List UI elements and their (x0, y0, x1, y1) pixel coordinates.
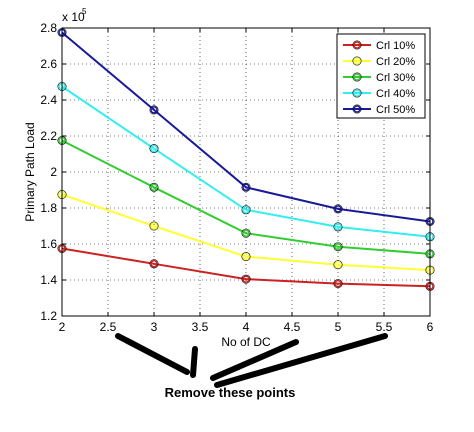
series-line (61, 247, 431, 288)
legend-label: Crl 10% (376, 40, 415, 52)
legend-label: Crl 50% (376, 104, 415, 116)
data-point (334, 205, 342, 213)
y-exponent-power: 5 (82, 7, 87, 16)
annotation-stroke (190, 346, 198, 378)
x-tick-label: 2.5 (100, 320, 117, 334)
series-line (61, 193, 431, 272)
series-lines (61, 31, 431, 288)
data-point-outline (149, 182, 159, 192)
data-point-outline (149, 221, 159, 231)
series-line (61, 139, 431, 255)
x-tick-label: 4.5 (284, 320, 301, 334)
x-tick-label: 2 (59, 320, 66, 334)
data-point (334, 242, 342, 251)
data-point-outline (333, 260, 343, 270)
legend-marker-outline (352, 40, 362, 50)
data-point (334, 223, 342, 231)
legend-marker (353, 57, 361, 65)
data-point-outline (241, 274, 251, 284)
legend-marker-outline (352, 72, 362, 82)
legend-marker (353, 41, 361, 49)
annotation-stroke (214, 333, 388, 388)
y-tick-label: 2.2 (40, 129, 57, 143)
data-point-outline (333, 204, 343, 214)
data-point (242, 252, 250, 261)
y-tick-label: 1.2 (40, 309, 57, 323)
data-point-outline (333, 222, 343, 232)
annotation-text: Remove these points (165, 385, 296, 400)
data-point (242, 229, 250, 237)
y-tick-label: 2 (50, 165, 57, 179)
data-point (242, 183, 250, 192)
series-line (61, 31, 431, 223)
data-point (334, 260, 342, 269)
y-tick-label: 1.6 (40, 237, 57, 251)
data-point (150, 144, 158, 153)
data-point-outline (149, 144, 159, 154)
y-tick-label: 2.6 (40, 57, 57, 71)
data-point-outline (241, 205, 251, 215)
annotation-stroke (115, 333, 190, 375)
x-tick-label: 3.5 (192, 320, 209, 334)
y-exponent-label: x 10 (62, 10, 85, 24)
data-point-outline (241, 182, 251, 192)
x-tick-label: 5.5 (376, 320, 393, 334)
y-tick-label: 2.8 (40, 21, 57, 35)
y-tick-label: 1.8 (40, 201, 57, 215)
series-line (61, 85, 431, 238)
data-point (242, 275, 250, 283)
y-tick-label: 2.4 (40, 93, 57, 107)
y-tick-label: 1.4 (40, 273, 57, 287)
data-point-outline (241, 228, 251, 238)
legend-marker-outline (352, 56, 362, 66)
data-point (150, 222, 158, 230)
x-tick-label: 4 (243, 320, 250, 334)
legend-label: Crl 20% (376, 56, 415, 68)
annotation-stroke (210, 339, 299, 381)
data-point-outline (241, 252, 251, 262)
legend: Crl 10% Crl 20% Crl 30% Crl 40% Crl 50% (336, 33, 426, 119)
annotation-strokes (115, 333, 388, 388)
y-axis-label: Primary Path Load (23, 122, 37, 221)
legend-marker-outline (352, 104, 362, 114)
data-point (334, 279, 342, 288)
data-point (150, 260, 158, 268)
legend-marker (353, 105, 361, 113)
x-axis-ticks: 2 2.5 3 3.5 4 4.5 5 5.5 6 (59, 28, 434, 334)
x-tick-label: 6 (427, 320, 434, 334)
legend-marker (353, 89, 361, 97)
data-point (150, 183, 158, 192)
data-point-outline (333, 242, 343, 252)
data-point-outline (333, 279, 343, 289)
x-tick-label: 5 (335, 320, 342, 334)
legend-marker (353, 73, 361, 81)
x-tick-label: 3 (151, 320, 158, 334)
y-axis-ticks: 1.2 1.4 1.6 1.8 2 2.2 2.4 2.6 2.8 (40, 21, 430, 323)
legend-label: Crl 40% (376, 88, 415, 100)
data-point (242, 206, 250, 214)
data-point-outline (149, 105, 159, 115)
legend-label: Crl 30% (376, 72, 415, 84)
legend-marker-outline (352, 88, 362, 98)
data-point-outline (149, 259, 159, 269)
x-axis-label: No of DC (221, 335, 271, 349)
data-point (150, 106, 158, 114)
